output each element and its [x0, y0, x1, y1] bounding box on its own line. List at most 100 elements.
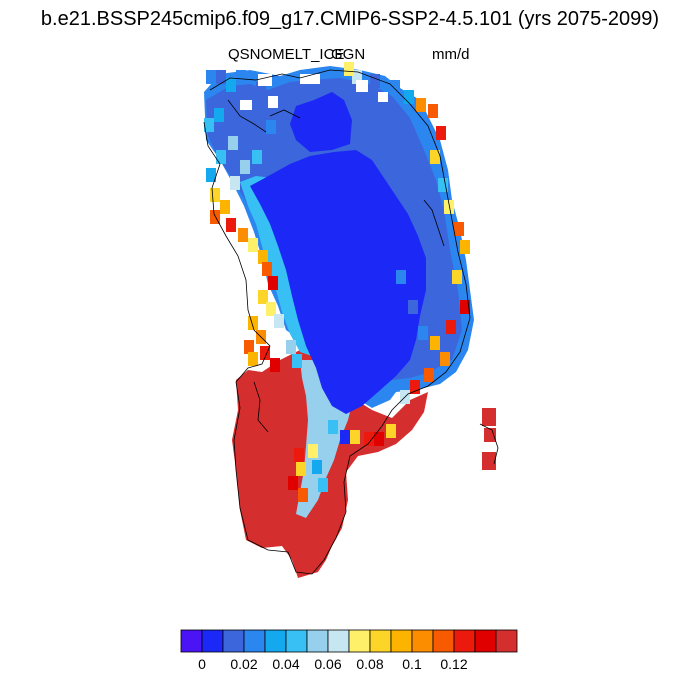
map-cell — [230, 176, 240, 190]
colorbar-tick-label: 0.04 — [272, 656, 300, 672]
map-cell — [410, 380, 420, 394]
colorbar-tick-label: 0.1 — [402, 656, 422, 672]
map-cell — [260, 346, 270, 360]
colorbar-swatch — [327, 629, 350, 653]
colorbar-swatch — [222, 629, 245, 653]
map-cell — [280, 134, 290, 148]
map-cell — [446, 320, 456, 334]
map-cell — [248, 352, 258, 366]
map-cell — [248, 238, 258, 252]
colorbar-tick-label: 0.02 — [230, 656, 258, 672]
map-cell — [292, 354, 302, 368]
colorbar-swatch — [411, 629, 434, 653]
colorbar-swatch — [348, 629, 371, 653]
map-cell — [210, 188, 220, 202]
map-cell — [206, 168, 216, 182]
map-cell — [252, 150, 262, 164]
map-cell — [438, 178, 448, 192]
colorbar-swatch — [453, 629, 476, 653]
coastline — [479, 423, 499, 465]
map-cell — [414, 346, 424, 360]
map-cell — [216, 150, 226, 164]
coastline — [269, 109, 301, 119]
map-cell — [320, 430, 330, 444]
map-cell — [248, 316, 258, 330]
coastline — [227, 99, 267, 133]
colorbar-tick-label: 0.08 — [356, 656, 384, 672]
map-cell — [344, 62, 354, 76]
map-cell — [266, 302, 276, 316]
map-cell — [294, 448, 304, 462]
map-cell — [296, 462, 306, 476]
map-cell — [318, 478, 328, 492]
map-cell — [424, 368, 434, 382]
map-cell — [350, 430, 360, 444]
map-cell — [216, 70, 226, 84]
map-cell — [288, 476, 298, 490]
map-cell — [268, 276, 278, 290]
coastline — [423, 199, 445, 247]
map-cell — [440, 352, 450, 366]
colorbar-swatch — [306, 629, 329, 653]
map-cell — [204, 118, 214, 132]
map-cell — [308, 444, 318, 458]
no-data-cell — [300, 74, 320, 84]
map-cell — [404, 90, 414, 104]
colorbar-swatch — [432, 629, 455, 653]
map-cell — [244, 340, 254, 354]
colorbar-swatch — [474, 629, 497, 653]
map-cell — [258, 250, 268, 264]
map-cell — [270, 358, 280, 372]
map-cell — [262, 262, 272, 276]
map-cell — [444, 200, 454, 214]
map-cell — [214, 108, 224, 122]
island-cell — [482, 452, 496, 470]
colorbar-swatch — [264, 629, 287, 653]
colorbar-tick-label: 0 — [198, 656, 206, 672]
map-cell — [374, 432, 384, 446]
map-cell — [386, 424, 396, 438]
island-cell — [484, 428, 496, 442]
map-cell — [340, 430, 350, 444]
coastline — [253, 381, 269, 433]
map-cell — [236, 70, 246, 84]
map-cell — [238, 228, 248, 242]
colorbar-swatch — [201, 629, 224, 653]
map-cell — [430, 336, 440, 350]
island-cell — [482, 408, 496, 426]
colorbar-tick-label: 0.12 — [440, 656, 468, 672]
map-cell — [370, 74, 380, 88]
map-cell — [258, 290, 268, 304]
map-cell — [454, 222, 464, 236]
map-cell — [436, 126, 446, 140]
map-cell — [416, 98, 426, 112]
map-cell — [298, 488, 308, 502]
map-cell — [428, 104, 438, 118]
map-cell — [430, 150, 440, 164]
map-cell — [408, 300, 418, 314]
map-cell — [364, 432, 374, 446]
map-cell — [418, 326, 428, 340]
map-cell — [266, 120, 276, 134]
map-cell — [240, 160, 250, 174]
region-label: GGN — [331, 46, 366, 63]
colorbar-swatch — [390, 629, 413, 653]
map-cell — [220, 200, 230, 214]
no-data-cell — [240, 100, 252, 110]
map-cell — [460, 240, 470, 254]
map-cell — [210, 210, 220, 224]
map-cell — [228, 136, 238, 150]
map-cell — [312, 460, 322, 474]
map-cell — [226, 218, 236, 232]
map-cell — [352, 70, 362, 84]
map-cell — [328, 420, 338, 434]
no-data-cell — [356, 80, 368, 92]
map-cell — [256, 82, 266, 96]
map-cell — [226, 78, 236, 92]
map-cell — [452, 270, 462, 284]
no-data-cell — [268, 96, 278, 108]
ice-sheet-core — [250, 150, 426, 414]
